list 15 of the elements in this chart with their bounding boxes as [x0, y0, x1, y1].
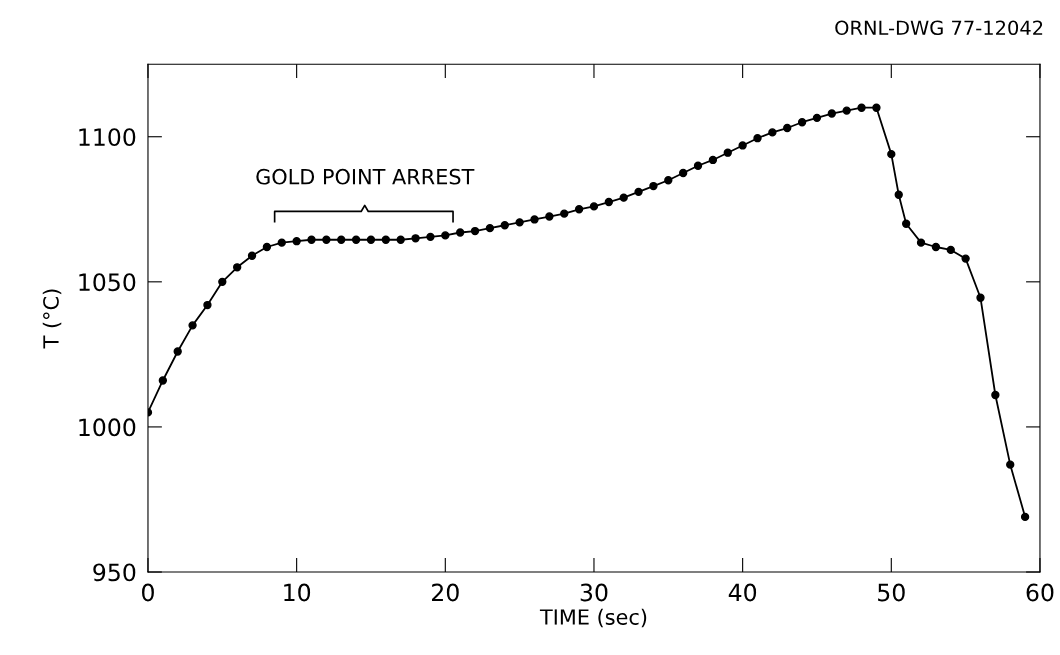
x-tick-label: 20 — [432, 583, 459, 602]
x-tick-label: 10 — [284, 583, 311, 602]
annotation: GOLD POINT ARREST — [256, 168, 475, 185]
x-tick-label: 60 — [1026, 583, 1054, 602]
x-tick-label: 50 — [878, 583, 905, 602]
x-tick-label: 40 — [728, 583, 757, 602]
y-tick-label: 950 — [93, 563, 136, 582]
y-tick-label: 1000 — [79, 418, 136, 437]
y-tick-label: 1100 — [79, 128, 136, 147]
x-axis-title: TIME (sec) — [539, 608, 647, 628]
x-tick-label: 0 — [142, 583, 154, 602]
x-tick-label: 30 — [580, 583, 608, 602]
text: ORNL-DWG 77-12042 — [835, 20, 1043, 36]
y-axis-title: T (°C) — [42, 289, 62, 349]
y-tick-label: 1050 — [79, 273, 136, 292]
